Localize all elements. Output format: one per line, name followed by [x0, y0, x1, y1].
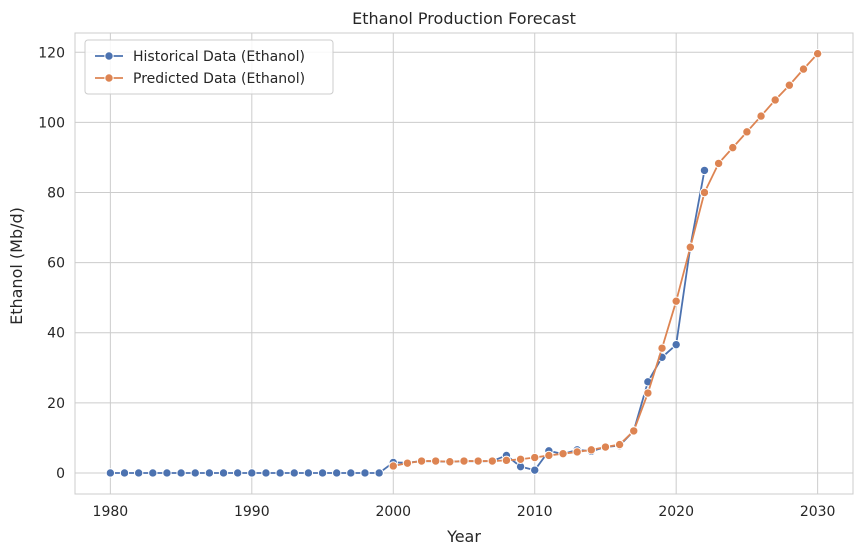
series-layer	[105, 48, 823, 478]
data-point	[600, 442, 611, 452]
data-point	[105, 468, 116, 478]
data-point	[586, 445, 597, 455]
data-point	[685, 242, 696, 252]
data-point	[544, 450, 554, 461]
chart-title: Ethanol Production Forecast	[352, 9, 576, 28]
data-point	[728, 142, 738, 153]
data-point	[558, 448, 568, 459]
data-point	[275, 468, 285, 478]
data-point	[402, 458, 413, 468]
y-axis-label: Ethanol (Mb/d)	[7, 207, 26, 325]
plot-frame	[74, 32, 854, 495]
data-point	[148, 468, 158, 478]
data-point	[388, 461, 398, 471]
data-point	[699, 187, 710, 198]
x-tick-label: 2020	[658, 504, 694, 520]
data-point	[204, 468, 215, 478]
data-point	[176, 468, 186, 478]
data-point	[303, 468, 314, 478]
data-point	[289, 468, 299, 478]
x-tick-label: 1990	[234, 504, 270, 520]
legend-marker	[104, 73, 114, 83]
data-point	[699, 165, 710, 176]
legend-marker	[104, 51, 114, 61]
legend-label: Historical Data (Ethanol)	[133, 49, 305, 65]
data-point	[247, 468, 257, 478]
y-tick-label: 120	[38, 45, 65, 61]
x-tick-label: 2030	[800, 504, 836, 520]
data-point	[530, 465, 540, 475]
y-tick-label: 60	[47, 256, 65, 272]
data-point	[317, 468, 328, 478]
data-point	[487, 456, 497, 466]
data-point	[812, 48, 823, 59]
data-point	[756, 111, 766, 121]
data-point	[671, 296, 681, 306]
data-point	[501, 455, 512, 466]
data-point	[671, 339, 681, 350]
data-point	[713, 158, 724, 169]
data-point	[119, 468, 130, 478]
data-point	[431, 456, 441, 466]
data-point	[515, 454, 526, 464]
data-point	[133, 468, 144, 478]
grid	[75, 33, 853, 494]
data-point	[784, 80, 795, 90]
data-point	[530, 452, 540, 463]
legend-label: Predicted Data (Ethanol)	[133, 71, 305, 87]
series-predicted	[388, 48, 823, 471]
x-axis-label: Year	[446, 527, 481, 546]
data-point	[798, 64, 809, 74]
data-point	[232, 468, 243, 478]
data-point	[459, 456, 469, 466]
y-tick-label: 20	[47, 396, 65, 412]
data-point	[331, 468, 342, 478]
legend-box	[84, 39, 334, 95]
data-point	[416, 456, 427, 466]
x-tick-label: 2010	[517, 504, 553, 520]
data-point	[261, 468, 271, 478]
data-point	[572, 447, 582, 457]
data-point	[445, 457, 455, 467]
data-point	[629, 426, 639, 436]
y-tick-label: 0	[56, 466, 65, 482]
tick-labels: 1980 1990 2000 2010 2020 2030 0 20 40 60 80 100 120	[38, 45, 835, 520]
y-tick-label: 100	[38, 115, 65, 131]
data-point	[614, 439, 625, 450]
data-point	[657, 343, 667, 353]
data-point	[360, 468, 370, 478]
data-point	[742, 127, 752, 137]
y-tick-label: 80	[47, 186, 65, 202]
y-tick-label: 40	[47, 326, 65, 342]
data-point	[374, 468, 384, 478]
data-point	[190, 468, 200, 478]
data-point	[218, 468, 229, 478]
data-point	[770, 95, 780, 105]
data-point	[162, 468, 172, 478]
legend: Historical Data (Ethanol) Predicted Data …	[84, 39, 334, 95]
data-point	[643, 388, 653, 398]
data-point	[473, 456, 483, 466]
x-tick-label: 2000	[375, 504, 411, 520]
data-point	[346, 468, 356, 478]
x-tick-label: 1980	[93, 504, 129, 520]
